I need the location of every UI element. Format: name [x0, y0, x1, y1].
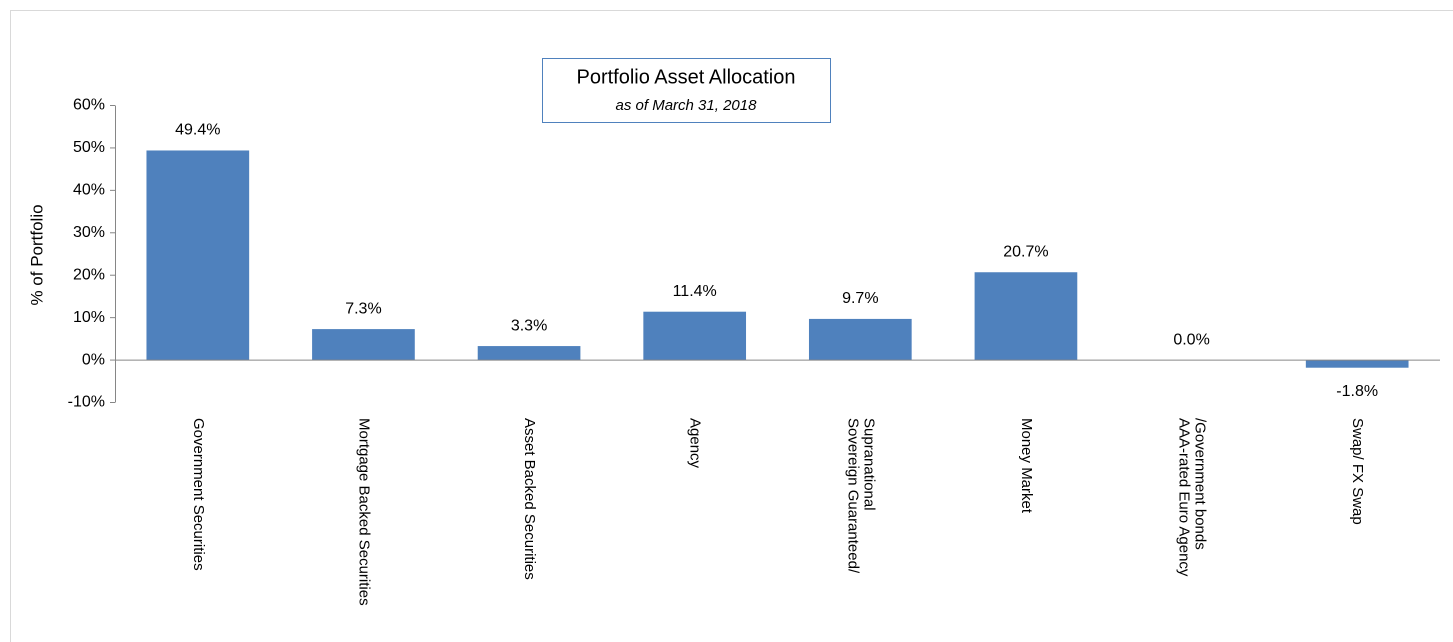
x-tick-label: Government Securities	[189, 418, 207, 571]
y-tick-label: 60%	[73, 97, 105, 114]
x-tick-label: Money Market	[1017, 418, 1035, 514]
y-tick-label: 30%	[73, 224, 105, 241]
bar	[643, 311, 747, 361]
y-tick-label: 10%	[73, 309, 105, 326]
x-tick-label: Swap/ FX Swap	[1349, 418, 1367, 525]
title-box	[542, 58, 831, 123]
y-tick-label: 40%	[73, 182, 105, 199]
data-label: 9.7%	[842, 290, 878, 307]
data-label: 20.7%	[1003, 243, 1048, 260]
y-axis-label: % of Portfolio	[27, 204, 46, 305]
data-label: -1.8%	[1336, 383, 1378, 400]
bar	[974, 272, 1078, 361]
y-tick-label: 50%	[73, 139, 105, 156]
bar	[1305, 360, 1409, 368]
bar	[477, 346, 581, 361]
x-tick-label: Sovereign Guaranteed/ Supranational	[844, 418, 878, 574]
bar	[146, 150, 250, 361]
chart-subtitle: as of March 31, 2018	[616, 97, 758, 114]
x-tick-label: Mortgage Backed Securities	[355, 418, 373, 606]
y-tick-label: 0%	[82, 351, 105, 368]
data-label: 7.3%	[345, 300, 381, 317]
chart-border	[10, 10, 1453, 642]
y-tick-label: 20%	[73, 266, 105, 283]
data-label: 49.4%	[175, 122, 220, 139]
bar	[808, 318, 912, 361]
x-tick-label: Asset Backed Securities	[521, 418, 539, 580]
y-tick-label: -10%	[68, 394, 105, 411]
data-label: 3.3%	[511, 317, 547, 334]
bar	[312, 329, 415, 361]
x-tick-label: Agency	[686, 418, 704, 469]
data-label: 0.0%	[1173, 331, 1209, 348]
x-tick-label: AAA-rated Euro Agency /Government bonds	[1175, 418, 1209, 577]
data-label: 11.4%	[673, 283, 717, 300]
chart-title: Portfolio Asset Allocation	[576, 66, 795, 88]
